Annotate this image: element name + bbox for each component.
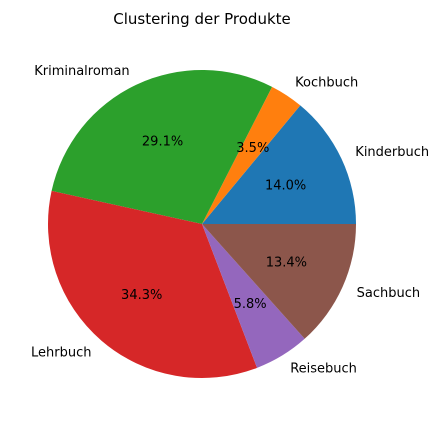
percent-labels: 14.0% 3.5% 29.1% 34.3% 5.8% 13.4%	[121, 134, 307, 311]
percent-label-reisebuch: 5.8%	[234, 297, 267, 312]
pie-slice-kriminalroman	[51, 70, 273, 225]
pie-slices	[47, 70, 356, 378]
slice-label-reisebuch: Reisebuch	[290, 362, 357, 377]
slice-label-sachbuch: Sachbuch	[357, 286, 420, 301]
pie-slice-kinderbuch	[202, 105, 356, 224]
pie-slice-sachbuch	[202, 224, 356, 339]
slice-label-kochbuch: Kochbuch	[295, 76, 358, 91]
percent-label-sachbuch: 13.4%	[266, 256, 307, 271]
percent-label-kriminalroman: 29.1%	[142, 134, 183, 149]
pie-slice-kochbuch	[202, 86, 301, 224]
slice-label-lehrbuch: Lehrbuch	[31, 345, 91, 360]
percent-label-lehrbuch: 34.3%	[121, 288, 162, 303]
slice-label-kriminalroman: Kriminalroman	[34, 64, 129, 79]
pie-slice-lehrbuch	[47, 190, 258, 378]
percent-label-kochbuch: 3.5%	[236, 141, 269, 156]
slice-label-kinderbuch: Kinderbuch	[355, 145, 429, 160]
pie-slice-reisebuch	[202, 224, 305, 368]
chart-title: Clustering der Produkte	[113, 10, 291, 28]
percent-label-kinderbuch: 14.0%	[265, 179, 306, 194]
slice-labels: Kinderbuch Kochbuch Kriminalroman Lehrbuch R…	[31, 64, 429, 377]
